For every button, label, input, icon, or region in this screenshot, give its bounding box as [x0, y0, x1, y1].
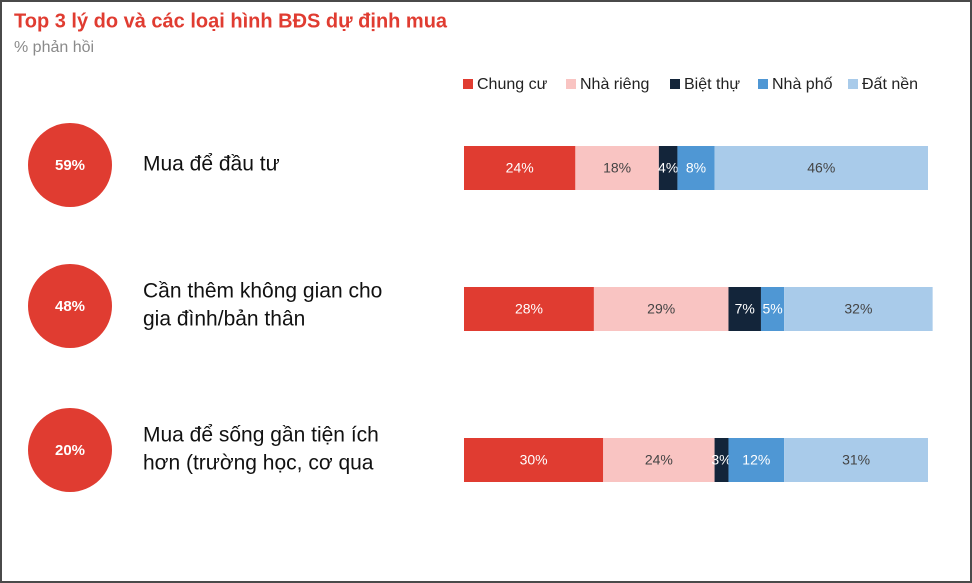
- legend-label: Chung cư: [477, 76, 548, 93]
- total-label: 20%: [55, 442, 85, 459]
- data-label: 46%: [807, 160, 835, 176]
- bar-segment: [760, 287, 785, 331]
- category-label: Mua để sống gần tiện ích: [143, 424, 379, 447]
- category-label: hơn (trường học, cơ qua: [143, 452, 374, 475]
- bar-segment: [784, 438, 928, 482]
- data-label: 7%: [735, 301, 755, 317]
- total-circle: [28, 408, 112, 492]
- bar-segment: [464, 287, 594, 331]
- total-circle: [28, 264, 112, 348]
- bar-segment: [575, 146, 659, 190]
- bar-segment: [464, 438, 604, 482]
- legend-label: Nhà riêng: [580, 76, 649, 93]
- bar-segment: [603, 438, 715, 482]
- legend-label: Đất nền: [862, 76, 918, 93]
- bar-segment: [728, 438, 785, 482]
- data-label: 31%: [842, 452, 870, 468]
- data-label: 3%: [711, 452, 731, 468]
- data-label: 8%: [686, 160, 706, 176]
- bar-segment: [677, 146, 715, 190]
- total-label: 59%: [55, 157, 85, 174]
- bar-segment: [658, 146, 678, 190]
- legend-swatch: [758, 79, 768, 89]
- chart-title: Top 3 lý do và các loại hình BĐS dự định…: [14, 10, 448, 32]
- data-label: 12%: [742, 452, 770, 468]
- bar-segment: [714, 438, 729, 482]
- data-label: 29%: [647, 301, 675, 317]
- total-circle: [28, 123, 112, 207]
- data-label: 24%: [506, 160, 534, 176]
- bar-segment: [784, 287, 933, 331]
- legend-swatch: [670, 79, 680, 89]
- legend-swatch: [848, 79, 858, 89]
- bar-segment: [464, 146, 576, 190]
- category-label: Mua để đầu tư: [143, 153, 280, 176]
- bar-segment: [728, 287, 761, 331]
- legend-label: Biệt thự: [684, 76, 740, 93]
- data-label: 18%: [603, 160, 631, 176]
- data-label: 24%: [645, 452, 673, 468]
- data-label: 4%: [658, 160, 678, 176]
- data-label: 28%: [515, 301, 543, 317]
- category-label: Cần thêm không gian cho: [143, 280, 382, 303]
- chart-subtitle: % phản hồi: [14, 39, 94, 56]
- data-label: 5%: [762, 301, 782, 317]
- category-label: gia đình/bản thân: [143, 308, 305, 331]
- data-label: 30%: [520, 452, 548, 468]
- bar-segment: [714, 146, 928, 190]
- legend-swatch: [463, 79, 473, 89]
- legend-label: Nhà phố: [772, 76, 833, 93]
- total-label: 48%: [55, 298, 85, 315]
- bar-segment: [593, 287, 729, 331]
- data-label: 32%: [844, 301, 872, 317]
- legend-swatch: [566, 79, 576, 89]
